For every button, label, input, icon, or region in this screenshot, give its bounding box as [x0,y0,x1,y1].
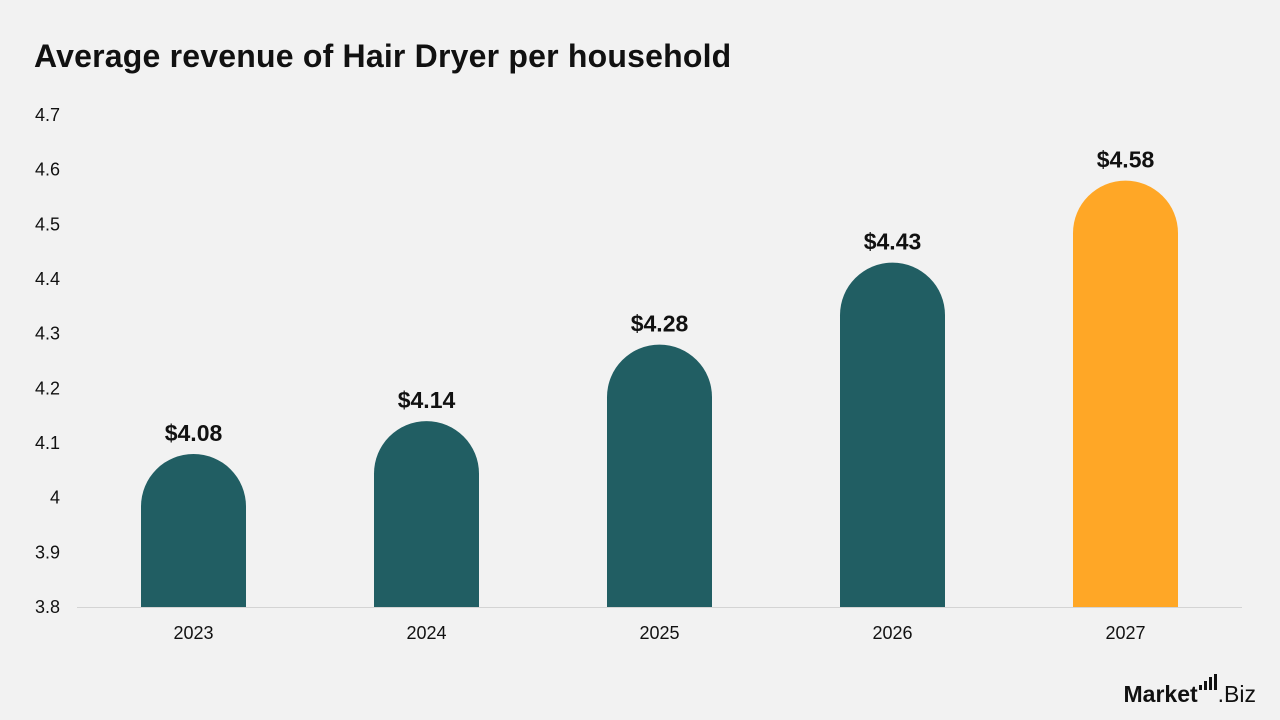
data-label-2024: $4.14 [398,387,456,413]
brand-logo: Market .Biz [1123,674,1256,708]
bar-2026 [840,262,945,607]
y-tick-label: 4.3 [35,324,60,344]
x-tick-label: 2023 [173,623,213,643]
data-label-2025: $4.28 [631,311,689,337]
bar-2025 [607,344,712,607]
y-tick-label: 4.7 [35,105,60,125]
x-tick-label: 2025 [639,623,679,643]
bar-chart-icon [1198,674,1217,690]
brand-name: Market [1123,681,1198,707]
y-tick-label: 4.6 [35,160,60,180]
y-tick-label: 4 [50,488,60,508]
y-tick-label: 4.4 [35,269,60,289]
bar-2023 [141,453,246,607]
brand-suffix: .Biz [1217,681,1256,707]
bar-2024 [374,421,479,607]
x-tick-label: 2027 [1105,623,1145,643]
bar-2027 [1073,180,1178,607]
x-tick-label: 2026 [872,623,912,643]
y-tick-label: 3.8 [35,597,60,617]
data-label-2026: $4.43 [864,229,922,255]
y-tick-label: 3.9 [35,542,60,562]
y-tick-label: 4.2 [35,378,60,398]
x-tick-label: 2024 [406,623,446,643]
data-label-2027: $4.58 [1097,147,1155,173]
y-tick-label: 4.5 [35,214,60,234]
data-label-2023: $4.08 [165,420,223,446]
y-tick-label: 4.1 [35,433,60,453]
chart-title: Average revenue of Hair Dryer per househ… [34,38,732,74]
